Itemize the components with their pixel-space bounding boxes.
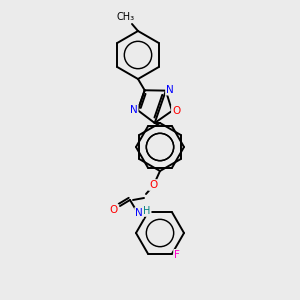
Text: H: H: [143, 206, 151, 216]
Text: CH₃: CH₃: [117, 12, 135, 22]
Text: O: O: [172, 106, 180, 116]
Text: N: N: [130, 105, 138, 115]
Text: N: N: [166, 85, 174, 94]
Text: F: F: [174, 250, 180, 260]
Text: N: N: [135, 208, 143, 218]
Text: O: O: [110, 205, 118, 215]
Text: O: O: [149, 180, 157, 190]
